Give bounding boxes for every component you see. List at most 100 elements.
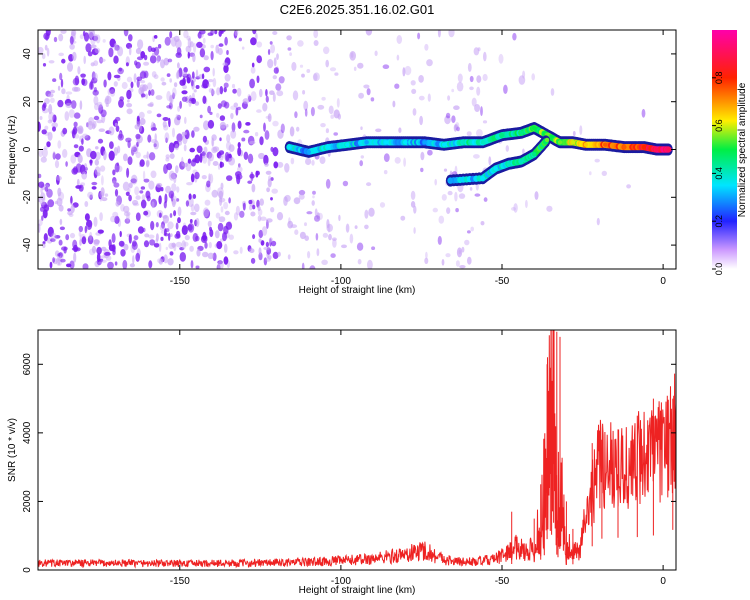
heatmap-speckle (241, 137, 246, 142)
heatmap-speckle (50, 238, 56, 242)
heatmap-speckle (41, 215, 44, 221)
heatmap-speckle (382, 64, 390, 69)
heatmap-speckle (258, 229, 264, 239)
heatmap-speckle (184, 129, 190, 140)
heatmap-speckle (342, 180, 349, 187)
heatmap-speckle (174, 233, 181, 239)
heatmap-speckle (194, 203, 200, 213)
snr-panel: -150 -100 -50 0 0 2000 4000 6000 Height of stra… (7, 329, 677, 596)
heatmap-speckle (312, 195, 315, 199)
heatmap-speckle (165, 185, 172, 194)
heatmap-speckle (207, 79, 214, 83)
heatmap-speckle (94, 103, 99, 111)
heatmap-speckle (220, 161, 225, 168)
heatmap-speckle (163, 57, 170, 66)
heatmap-speckle (67, 208, 71, 212)
heatmap-speckle (270, 44, 275, 54)
heatmap-speckle (182, 84, 188, 90)
heatmap-speckle (187, 51, 190, 59)
heatmap-speckle (363, 84, 370, 89)
heatmap-speckle (150, 127, 157, 131)
heatmap-speckle (216, 241, 223, 250)
heatmap-speckle (67, 211, 73, 216)
heatmap-speckle (207, 252, 214, 259)
upper-track-point (557, 140, 563, 145)
heatmap-speckle (207, 119, 215, 129)
heatmap-speckle (65, 161, 68, 167)
heatmap-speckle (181, 131, 187, 136)
heatmap-speckle (57, 99, 64, 108)
heatmap-speckle (58, 52, 64, 57)
heatmap-speckle (375, 128, 382, 133)
heatmap-speckle (394, 157, 401, 164)
heatmap-speckle (256, 55, 263, 64)
heatmap-speckle (127, 140, 131, 149)
heatmap-speckle (73, 112, 81, 119)
heatmap-speckle (209, 111, 213, 115)
heatmap-speckle (127, 156, 133, 166)
heatmap-speckle (418, 95, 425, 101)
heatmap-speckle (260, 216, 267, 221)
heatmap-speckle (316, 212, 320, 220)
heatmap-speckle (471, 97, 477, 107)
heatmap-speckle (356, 242, 364, 251)
heatmap-speckle (57, 85, 61, 91)
heatmap-speckle (115, 125, 120, 132)
heatmap-speckle (120, 249, 126, 257)
heatmap-speckle (206, 180, 211, 188)
heatmap-speckle (38, 149, 43, 158)
heatmap-speckle (455, 208, 459, 213)
heatmap-speckle (73, 144, 79, 149)
heatmap-speckle (273, 161, 279, 169)
heatmap-speckle (237, 142, 241, 148)
heatmap-speckle (237, 120, 242, 129)
heatmap-speckle (349, 233, 354, 244)
heatmap-speckle (108, 239, 112, 248)
heatmap-xtick-label: -100 (331, 276, 351, 287)
heatmap-speckle (258, 238, 262, 243)
heatmap-speckle (41, 104, 46, 111)
heatmap-speckle (184, 234, 190, 241)
heatmap-speckle (420, 167, 424, 173)
heatmap-speckle (65, 91, 73, 95)
heatmap-speckle (72, 126, 78, 135)
heatmap-speckle (333, 132, 339, 136)
heatmap-speckle (160, 236, 164, 241)
heatmap-speckle (208, 241, 212, 249)
heatmap-speckle (280, 123, 285, 134)
heatmap-speckle (276, 212, 284, 221)
heatmap-speckle (111, 233, 116, 244)
heatmap-speckle (152, 52, 155, 57)
heatmap-speckle (70, 195, 73, 204)
heatmap-speckle (166, 163, 173, 171)
heatmap-speckle (201, 73, 205, 80)
heatmap-speckle (231, 122, 236, 133)
heatmap-speckle (437, 30, 441, 38)
heatmap-speckle (217, 260, 224, 269)
heatmap-speckle (129, 263, 135, 268)
heatmap-speckle (238, 37, 242, 42)
heatmap-speckle (316, 248, 320, 257)
heatmap-speckle (158, 242, 162, 252)
heatmap-speckle (210, 30, 214, 36)
heatmap-speckle (48, 60, 55, 64)
heatmap-speckle (270, 207, 275, 213)
heatmap-speckle (199, 114, 203, 119)
heatmap-speckle (138, 111, 145, 119)
heatmap-speckle (251, 62, 255, 68)
heatmap-speckle (203, 55, 209, 61)
heatmap-speckle (424, 257, 429, 264)
heatmap-speckle (313, 40, 319, 46)
heatmap-speckle (140, 51, 146, 59)
heatmap-speckle (209, 229, 214, 238)
heatmap-speckle (457, 73, 463, 83)
heatmap-speckle (263, 154, 269, 165)
heatmap-speckle (230, 112, 234, 120)
heatmap-ytick-label: -40 (22, 237, 33, 252)
heatmap-speckle (124, 218, 131, 224)
heatmap-speckle (233, 250, 239, 255)
heatmap-speckle (161, 221, 165, 229)
upper-track-point (422, 140, 427, 145)
heatmap-speckle (209, 226, 212, 232)
heatmap-speckle (223, 64, 229, 73)
